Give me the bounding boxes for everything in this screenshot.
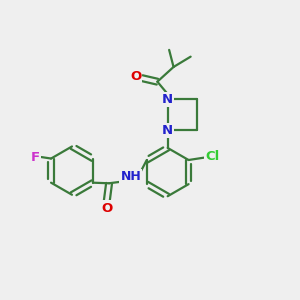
Text: F: F: [31, 151, 40, 164]
Text: Cl: Cl: [205, 150, 219, 163]
Text: O: O: [101, 202, 112, 214]
Text: N: N: [162, 124, 173, 137]
Text: N: N: [162, 93, 173, 106]
Text: NH: NH: [121, 170, 141, 183]
Text: O: O: [130, 70, 141, 83]
